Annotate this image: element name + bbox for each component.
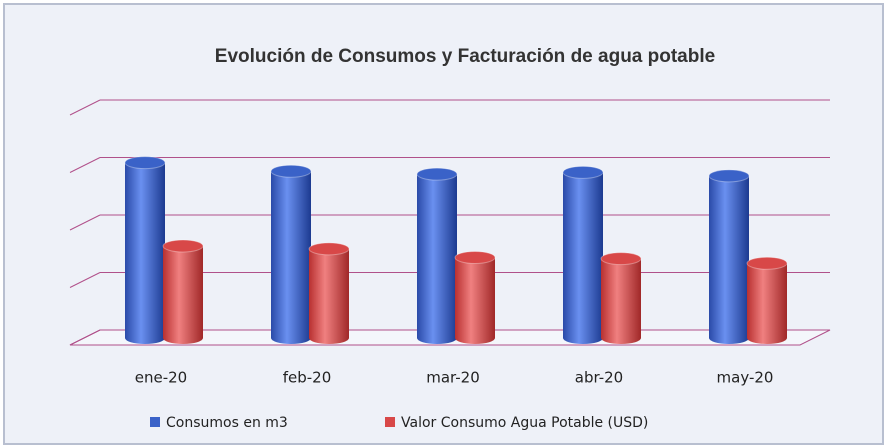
bar [600, 252, 642, 344]
x-tick-label: abr-20 [575, 369, 623, 387]
bar [124, 156, 166, 344]
x-tick-label: feb-20 [283, 369, 332, 387]
grid-line-side [69, 99, 101, 116]
grid-line-side [69, 272, 101, 288]
x-tick-label: mar-20 [426, 369, 480, 387]
grid-line-side [69, 157, 101, 173]
legend-swatch [385, 417, 395, 427]
chart-title: Evolución de Consumos y Facturación de a… [215, 46, 715, 67]
legend-swatch [150, 417, 160, 427]
bar [416, 167, 458, 344]
bar [454, 251, 496, 344]
grid-line-side [69, 329, 101, 346]
bar [562, 165, 604, 344]
legend-label: Valor Consumo Agua Potable (USD) [401, 415, 648, 431]
x-tick-label: ene-20 [135, 369, 187, 387]
bar [308, 242, 350, 344]
bar [708, 169, 750, 344]
bar [162, 239, 204, 344]
grid-line-side [69, 214, 101, 231]
legend-label: Consumos en m3 [166, 415, 288, 431]
bar [270, 164, 312, 344]
x-tick-label: may-20 [717, 369, 774, 387]
bar [746, 256, 788, 344]
